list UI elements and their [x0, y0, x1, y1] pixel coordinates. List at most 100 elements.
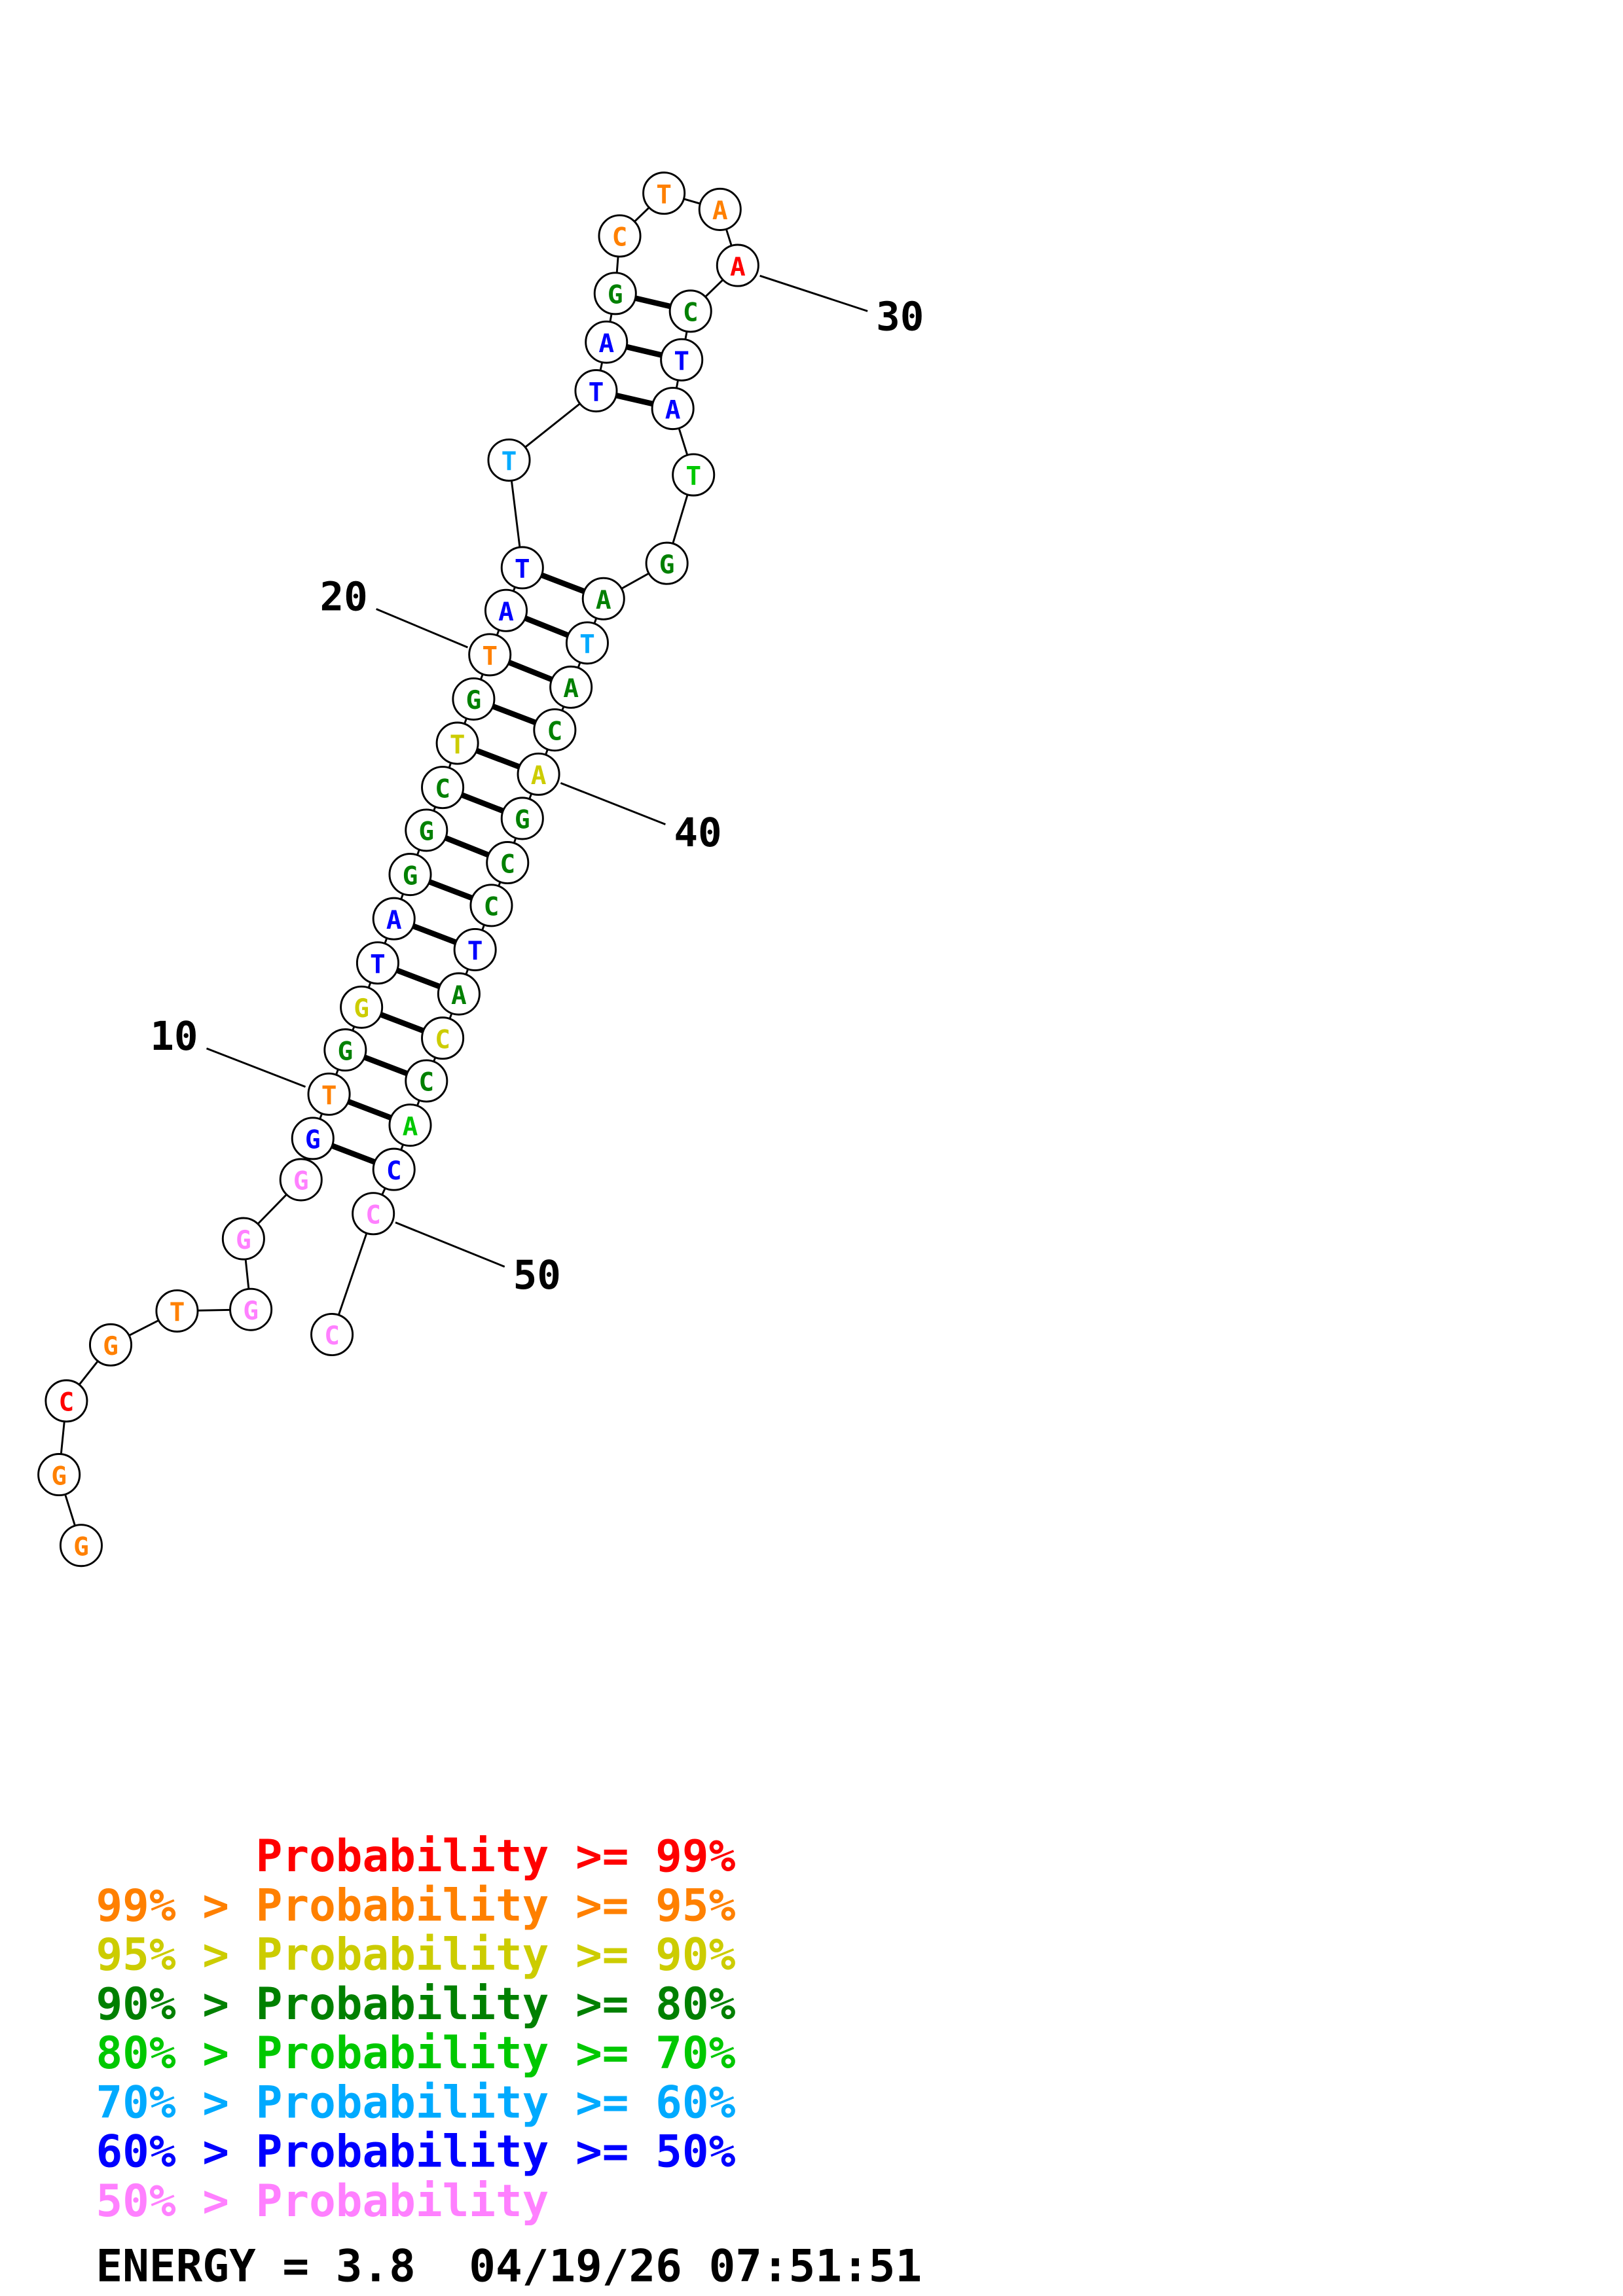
- legend-row-p50: 60% > Probability >= 50%: [96, 2126, 735, 2178]
- nucleotide-circle-46: [421, 1016, 465, 1060]
- nucleotide-base-43: C: [484, 892, 500, 922]
- nucleotide-base-22: T: [515, 554, 530, 584]
- nucleotide-circle-37: [565, 621, 609, 665]
- nucleotide-base-3: C: [59, 1388, 75, 1418]
- nucleotide-circle-34: [672, 453, 716, 497]
- nucleotide-circle-31: [668, 289, 712, 333]
- nucleotide-base-51: C: [324, 1321, 340, 1351]
- nucleotide-base-50: C: [365, 1200, 381, 1230]
- nucleotide-base-44: T: [467, 936, 483, 966]
- nucleotide-circle-12: [340, 985, 384, 1029]
- nucleotide-circle-39: [533, 708, 577, 752]
- nucleotide-base-37: T: [579, 630, 595, 660]
- nucleotide-base-48: A: [403, 1111, 418, 1141]
- nucleotide-circle-30: [716, 243, 759, 287]
- nucleotide-base-49: C: [386, 1156, 402, 1186]
- nucleotide-circle-19: [452, 677, 496, 721]
- nucleotide-circle-16: [405, 808, 448, 852]
- nucleotide-base-7: G: [236, 1225, 251, 1255]
- legend-row-p99: Probability >= 99%: [96, 1830, 735, 1882]
- nucleotide-circle-33: [651, 387, 695, 431]
- nucleotide-base-28: T: [656, 179, 672, 209]
- nucleotide-circle-20: [468, 633, 512, 677]
- position-label-30: 30: [876, 294, 924, 340]
- nucleotide-base-34: T: [685, 461, 701, 492]
- nucleotide-base-27: C: [612, 223, 628, 253]
- nucleotide-circle-29: [698, 187, 742, 231]
- nucleotide-circle-41: [500, 797, 544, 840]
- nucleotide-base-16: G: [418, 817, 434, 847]
- position-label-50: 50: [513, 1253, 561, 1299]
- nucleotide-circle-38: [549, 665, 593, 709]
- nucleotide-base-35: G: [659, 550, 675, 580]
- energy-text: ENERGY = 3.8 04/19/26 07:51:51: [96, 2240, 922, 2291]
- nucleotide-circle-9: [291, 1117, 335, 1160]
- nucleotide-circle-26: [593, 272, 637, 315]
- nucleotide-base-21: A: [498, 597, 514, 627]
- nucleotide-base-42: C: [500, 849, 515, 879]
- nucleotide-base-45: A: [451, 980, 467, 1011]
- nucleotide-circle-18: [435, 721, 479, 765]
- nucleotide-base-29: A: [712, 196, 728, 226]
- nucleotide-base-10: T: [321, 1081, 337, 1111]
- nucleotide-base-4: G: [103, 1331, 119, 1361]
- nucleotide-circle-43: [469, 884, 513, 927]
- nucleotide-circle-22: [500, 546, 544, 590]
- nucleotide-base-33: A: [665, 395, 681, 425]
- nucleotide-base-1: G: [73, 1532, 89, 1562]
- nucleotide-circle-32: [660, 338, 704, 382]
- legend-row-p80: 90% > Probability >= 80%: [96, 1978, 735, 2030]
- nucleotide-circle-47: [405, 1059, 448, 1103]
- nucleotide-base-31: C: [683, 298, 699, 328]
- nucleotide-circle-27: [598, 214, 642, 258]
- legend-row-p90: 95% > Probability >= 90%: [96, 1929, 735, 1981]
- nucleotide-circle-7: [221, 1217, 265, 1261]
- nucleotide-base-9: G: [305, 1125, 321, 1155]
- nucleotide-base-38: A: [563, 673, 579, 704]
- position-label-line-10: [206, 1047, 306, 1088]
- legend-row-p95: 99% > Probability >= 95%: [96, 1879, 735, 1931]
- nucleotide-base-39: C: [547, 717, 562, 747]
- position-label-line-40: [560, 782, 666, 825]
- legend-row-p70: 80% > Probability >= 70%: [96, 2027, 735, 2079]
- nucleotide-circle-24: [574, 369, 618, 413]
- nucleotide-base-47: C: [418, 1067, 434, 1098]
- nucleotide-base-11: G: [337, 1036, 353, 1066]
- nucleotide-circle-25: [585, 320, 629, 364]
- nucleotide-base-25: A: [598, 329, 614, 359]
- nucleotide-circle-44: [453, 927, 497, 971]
- position-label-10: 10: [150, 1014, 198, 1060]
- nucleotide-base-30: A: [730, 252, 746, 282]
- nucleotide-circle-49: [372, 1147, 416, 1191]
- nucleotide-circle-40: [517, 752, 560, 796]
- nucleotide-circle-6: [229, 1287, 273, 1331]
- nucleotide-circle-10: [307, 1072, 351, 1116]
- nucleotide-circle-48: [388, 1103, 432, 1147]
- legend-row-p60: 70% > Probability >= 60%: [96, 2076, 735, 2128]
- nucleotide-circle-45: [437, 972, 481, 1016]
- nucleotide-circle-36: [581, 577, 625, 620]
- nucleotide-base-32: T: [674, 346, 689, 376]
- nucleotide-circle-13: [356, 941, 399, 985]
- nucleotide-base-36: A: [596, 585, 611, 615]
- position-label-20: 20: [319, 574, 367, 620]
- nucleotide-circle-42: [486, 841, 530, 885]
- nucleotide-base-15: G: [403, 861, 418, 891]
- nucleotide-base-5: T: [170, 1297, 185, 1327]
- position-label-line-20: [376, 608, 468, 649]
- nucleotide-base-12: G: [354, 994, 369, 1024]
- nucleotide-circle-11: [323, 1028, 367, 1072]
- nucleotide-base-46: C: [435, 1024, 450, 1054]
- position-label-line-30: [759, 274, 868, 312]
- nucleotide-circle-23: [487, 438, 531, 482]
- position-label-40: 40: [674, 810, 721, 856]
- position-label-line-50: [395, 1221, 505, 1268]
- nucleotide-circle-21: [484, 588, 528, 632]
- nucleotide-base-40: A: [531, 761, 547, 791]
- nucleotide-circle-5: [155, 1289, 199, 1333]
- nucleotide-circle-15: [388, 853, 432, 897]
- nucleotide-circle-8: [279, 1158, 323, 1202]
- nucleotide-base-20: T: [482, 641, 498, 672]
